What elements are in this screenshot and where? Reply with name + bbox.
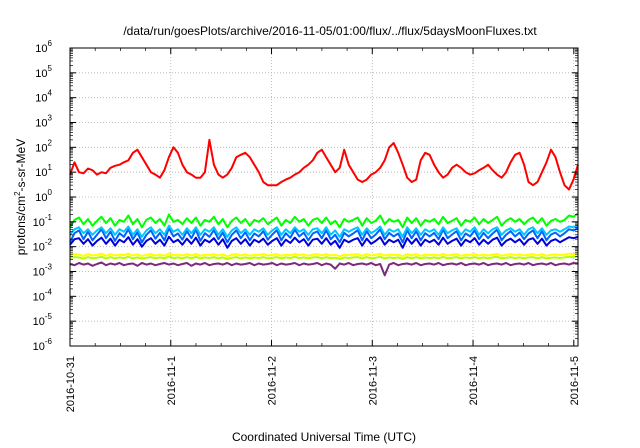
y-tick-label: 106 — [35, 39, 52, 55]
plot-frame — [69, 47, 579, 347]
x-tick-label: 2016-11-2 — [267, 356, 279, 405]
y-tick-label: 104 — [35, 89, 52, 105]
y-tick-label: 102 — [35, 138, 52, 154]
series-line — [69, 138, 579, 191]
y-tick-label: 10-5 — [33, 312, 53, 328]
y-tick-labels: 10-6 10-5 10-4 10-3 10-2 10-1 100 101 102 103 104 1… — [33, 39, 53, 353]
x-axis-label: Coordinated Universal Time (UTC) — [232, 430, 416, 444]
series-line — [69, 252, 579, 258]
series-line — [69, 212, 579, 229]
x-tick-label: 2016-11-5 — [569, 356, 581, 405]
series-line — [69, 255, 579, 260]
y-tick-label: 10-2 — [33, 238, 53, 254]
y-tick-label: 10-6 — [33, 337, 53, 353]
series-line — [69, 235, 579, 249]
y-tick-label: 100 — [35, 188, 52, 204]
y-axis-label: protons/cm2-s-sr-MeV — [13, 139, 28, 255]
x-tick-labels: 2016-10-31 2016-11-1 2016-11-2 2016-11-3 201… — [65, 356, 581, 412]
y-tick-label: 10-3 — [33, 263, 53, 279]
ticks — [69, 47, 578, 347]
y-tick-label: 103 — [35, 114, 52, 130]
series-group — [69, 138, 579, 277]
series-line — [69, 224, 579, 238]
y-tick-label: 10-4 — [33, 287, 53, 303]
x-tick-label: 2016-11-3 — [367, 356, 379, 405]
grid — [69, 47, 578, 347]
x-tick-label: 2016-10-31 — [65, 356, 77, 412]
series-line — [69, 261, 579, 277]
x-tick-label: 2016-11-4 — [468, 356, 480, 405]
x-tick-label: 2016-11-1 — [166, 356, 178, 405]
y-tick-label: 101 — [35, 163, 52, 179]
chart-title: /data/run/goesPlots/archive/2016-11-05/0… — [123, 24, 537, 38]
y-tick-label: 105 — [35, 64, 52, 80]
y-tick-label: 10-1 — [33, 213, 53, 229]
series-line — [69, 227, 579, 244]
